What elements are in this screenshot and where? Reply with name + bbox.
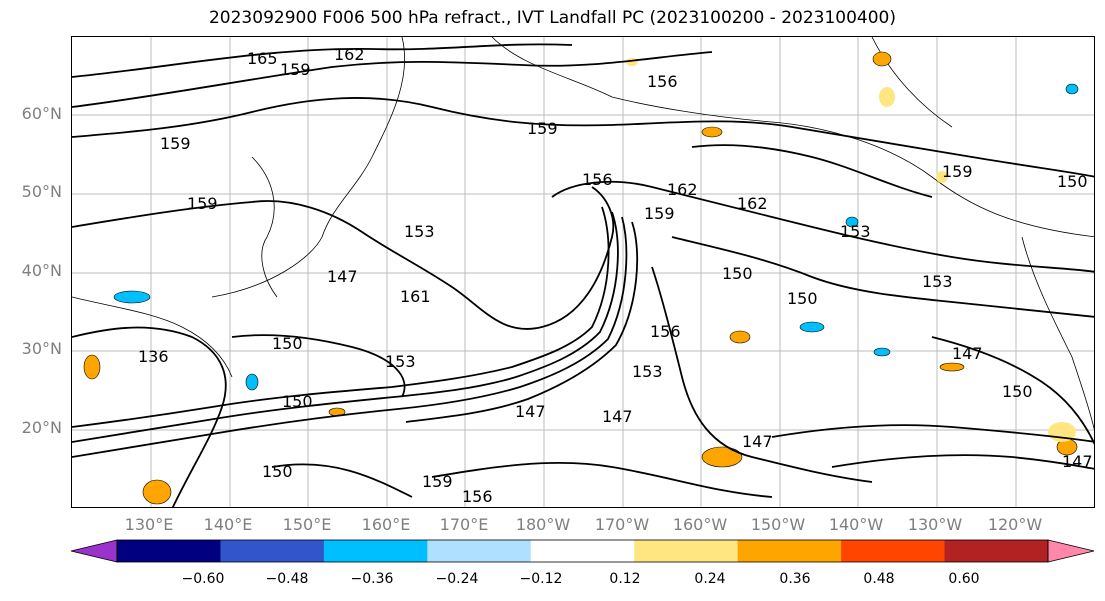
shading-cool bbox=[113, 83, 1079, 391]
contour-label: 136 bbox=[138, 347, 169, 366]
contour-label: 156 bbox=[650, 322, 681, 341]
contour-label: 150 bbox=[272, 334, 303, 353]
colorbar-extend-right bbox=[1047, 539, 1095, 563]
lat-label-40n: 40°N bbox=[21, 261, 62, 280]
contour-label: 153 bbox=[404, 222, 435, 241]
contour-label: 150 bbox=[1057, 172, 1088, 191]
shading-warm bbox=[83, 51, 1078, 505]
colorbar-tick: 0.24 bbox=[694, 571, 726, 587]
lon-label-140w: 140°W bbox=[828, 515, 884, 534]
contour-label: 162 bbox=[334, 45, 365, 64]
contour-label: 165 bbox=[247, 49, 278, 68]
contour-label: 159 bbox=[187, 194, 218, 213]
contour-label: 162 bbox=[667, 180, 698, 199]
lat-label-60n: 60°N bbox=[21, 104, 62, 123]
lon-label-170e: 170°E bbox=[439, 515, 489, 534]
contour-label: 156 bbox=[462, 487, 493, 506]
lon-label-150w: 150°W bbox=[750, 515, 806, 534]
colorbar-tick: 0.48 bbox=[863, 571, 895, 587]
colorbar-outline bbox=[116, 539, 1049, 563]
contour-label: 156 bbox=[647, 72, 678, 91]
colorbar-tick: −0.60 bbox=[181, 571, 225, 587]
lon-label-150e: 150°E bbox=[282, 515, 332, 534]
contour-labels: 165 162 159 159 159 159 156 162 159 162 … bbox=[138, 45, 1093, 506]
contour-label: 161 bbox=[400, 287, 431, 306]
colorbar-segment bbox=[944, 540, 1049, 562]
contour-label: 150 bbox=[722, 264, 753, 283]
colorbar-tick: 0.36 bbox=[779, 571, 811, 587]
contour-label: 159 bbox=[644, 204, 675, 223]
colorbar-segment bbox=[117, 540, 221, 562]
lat-label-30n: 30°N bbox=[21, 339, 62, 358]
colorbar-tick: −0.24 bbox=[435, 571, 479, 587]
colorbar-tick: 0.12 bbox=[609, 571, 641, 587]
lon-label-170w: 170°W bbox=[594, 515, 650, 534]
colorbar-tick: 0.60 bbox=[948, 571, 980, 587]
lat-label-20n: 20°N bbox=[21, 418, 62, 437]
colorbar-segment bbox=[737, 540, 842, 562]
colorbar-segment bbox=[841, 540, 946, 562]
coastlines bbox=[72, 37, 1094, 430]
colorbar-segment bbox=[323, 540, 428, 562]
colorbar-extend-left bbox=[70, 539, 118, 563]
contour-label: 147 bbox=[1062, 452, 1093, 471]
contour-label: 147 bbox=[327, 267, 358, 286]
contour-label: 153 bbox=[840, 222, 871, 241]
colorbar-segment bbox=[220, 540, 325, 562]
graticule bbox=[72, 37, 1094, 507]
lon-label-140e: 140°E bbox=[203, 515, 253, 534]
contour-map: 165 162 159 159 159 159 156 162 159 162 … bbox=[72, 37, 1094, 507]
contour-label: 153 bbox=[385, 352, 416, 371]
contour-label: 147 bbox=[602, 407, 633, 426]
colorbar-tick: −0.48 bbox=[265, 571, 309, 587]
contour-label: 159 bbox=[160, 134, 191, 153]
lon-label-130w: 130°W bbox=[907, 515, 963, 534]
contour-label: 147 bbox=[952, 344, 983, 363]
contour-label: 150 bbox=[262, 462, 293, 481]
contour-label: 162 bbox=[737, 194, 768, 213]
lon-label-130e: 130°E bbox=[124, 515, 174, 534]
map-title: 2023092900 F006 500 hPa refract., IVT La… bbox=[208, 8, 896, 28]
colorbar-segment bbox=[530, 540, 635, 562]
contour-lines bbox=[72, 43, 1094, 507]
contour-label: 147 bbox=[742, 432, 773, 451]
lon-label-120w: 120°W bbox=[987, 515, 1043, 534]
contour-label: 150 bbox=[1002, 382, 1033, 401]
lat-label-50n: 50°N bbox=[21, 182, 62, 201]
contour-label: 159 bbox=[280, 60, 311, 79]
contour-label: 159 bbox=[422, 472, 453, 491]
colorbar-tick: −0.12 bbox=[519, 571, 563, 587]
colorbar-segment bbox=[634, 540, 739, 562]
contour-label: 150 bbox=[282, 392, 313, 411]
contour-label: 147 bbox=[515, 402, 546, 421]
lon-label-180w: 180°W bbox=[515, 515, 571, 534]
lon-label-160e: 160°E bbox=[361, 515, 411, 534]
contour-label: 153 bbox=[922, 272, 953, 291]
colorbar-tick: −0.36 bbox=[350, 571, 394, 587]
contour-label: 153 bbox=[632, 362, 663, 381]
contour-label: 159 bbox=[942, 162, 973, 181]
lon-label-160w: 160°W bbox=[672, 515, 728, 534]
colorbar-segment bbox=[427, 540, 532, 562]
contour-label: 159 bbox=[527, 119, 558, 138]
map-panel: 165 162 159 159 159 159 156 162 159 162 … bbox=[71, 36, 1095, 508]
contour-label: 150 bbox=[787, 289, 818, 308]
contour-label: 156 bbox=[582, 170, 613, 189]
